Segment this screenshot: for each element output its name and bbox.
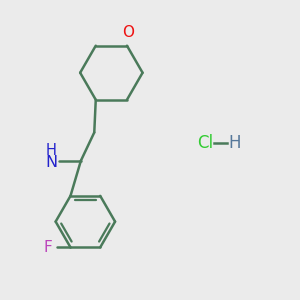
- Text: H: H: [46, 143, 57, 158]
- Text: O: O: [122, 25, 134, 40]
- Text: N: N: [45, 155, 57, 170]
- Text: Cl: Cl: [198, 134, 214, 152]
- Text: H: H: [229, 134, 241, 152]
- Text: F: F: [44, 240, 53, 255]
